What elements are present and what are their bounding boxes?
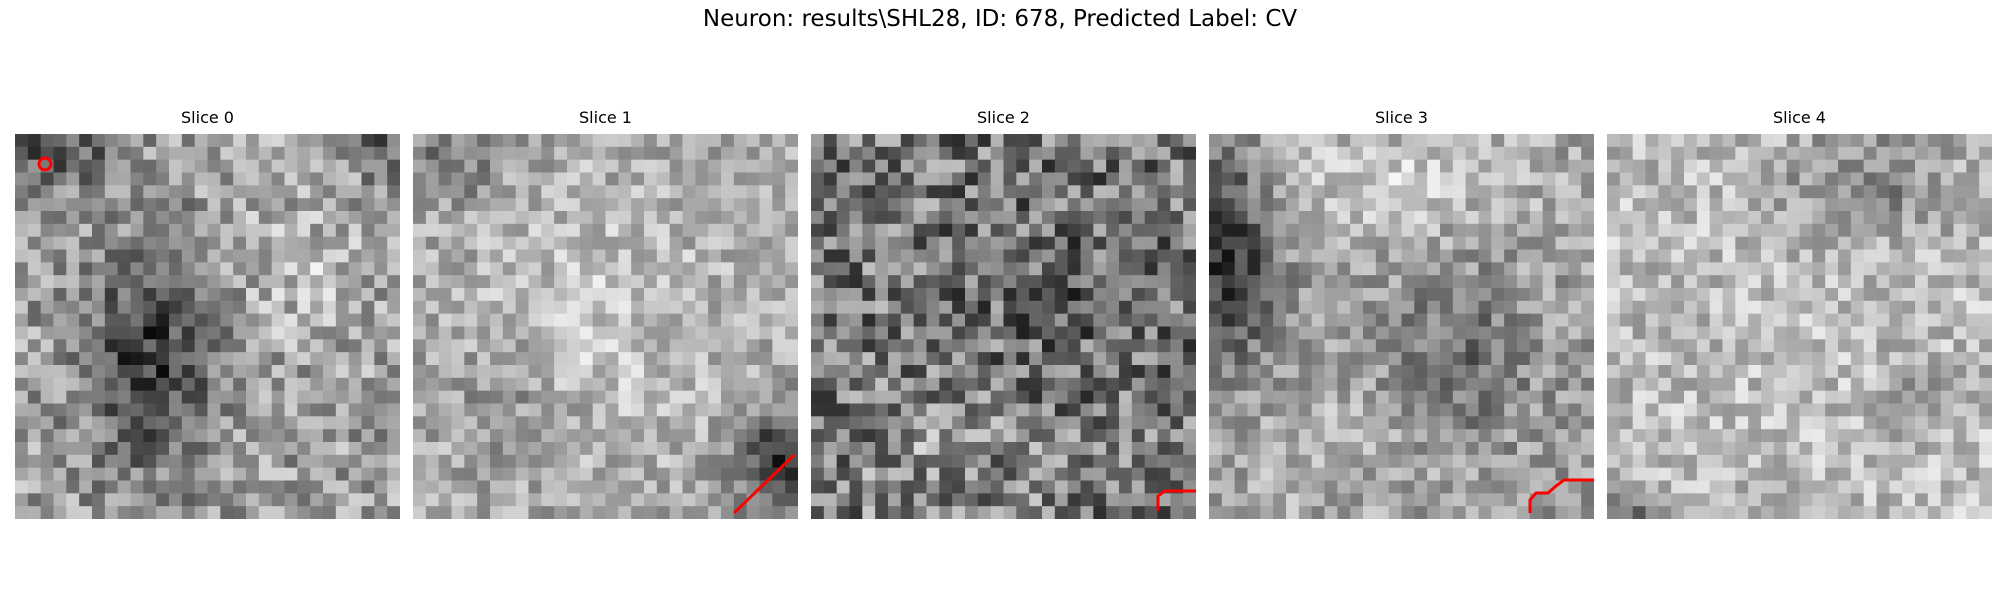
slice-title: Slice 3	[1375, 108, 1428, 127]
slice-title: Slice 2	[977, 108, 1030, 127]
slice-image-4	[1607, 134, 1992, 519]
contour-overlay	[37, 156, 53, 172]
slice-image-3	[1209, 134, 1594, 519]
slice-title: Slice 1	[579, 108, 632, 127]
slice-title: Slice 0	[181, 108, 234, 127]
slice-title: Slice 4	[1773, 108, 1826, 127]
slice-image-0	[15, 134, 400, 519]
contour-overlay	[1528, 478, 1594, 513]
figure-title: Neuron: results\SHL28, ID: 678, Predicte…	[702, 6, 1298, 32]
slice-image-2	[811, 134, 1196, 519]
contour-overlay	[732, 453, 796, 515]
contour-overlay	[1156, 489, 1196, 511]
slice-image-1	[413, 134, 798, 519]
